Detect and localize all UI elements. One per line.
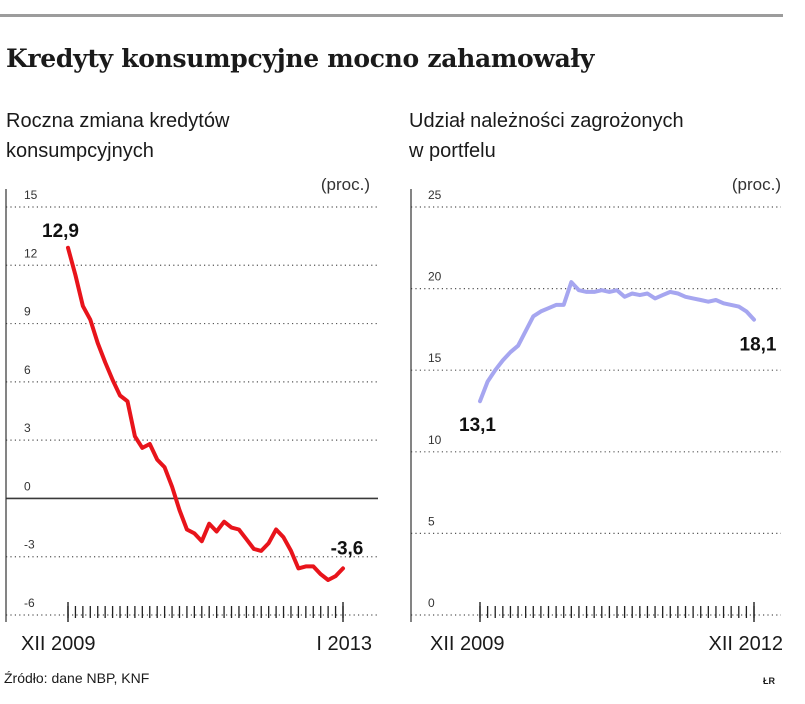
- y-tick-label: 3: [24, 421, 31, 435]
- y-tick-label: 5: [428, 514, 435, 528]
- author-credit: ŁR: [763, 676, 775, 686]
- y-tick-label: 10: [428, 433, 442, 447]
- y-tick-label: 15: [428, 351, 442, 365]
- right-chart-title-line-1: Udział należności zagrożonych: [409, 110, 684, 132]
- unit-label: (proc.): [321, 175, 370, 194]
- start-value-label: 13,1: [459, 415, 496, 436]
- x-axis-label: XII 2012: [708, 633, 783, 655]
- right-chart-title: Udział należności zagrożonych w portfelu: [409, 106, 684, 166]
- left-chart-title: Roczna zmiana kredytów konsumpcyjnych: [6, 106, 229, 166]
- x-axis-label: I 2013: [316, 633, 372, 655]
- x-axis-label: XII 2009: [21, 633, 96, 655]
- source-note: Źródło: dane NBP, KNF: [4, 670, 150, 686]
- series-line: [478, 280, 756, 404]
- y-tick-label: 0: [24, 479, 31, 493]
- top-rule: [0, 14, 783, 17]
- y-tick-label: 0: [428, 596, 435, 610]
- y-tick-label: -3: [24, 538, 35, 552]
- y-tick-label: -6: [24, 596, 35, 610]
- y-tick-label: 20: [428, 270, 442, 284]
- left-chart-title-line-2: konsumpcyjnych: [6, 140, 154, 162]
- x-axis-label: XII 2009: [430, 633, 505, 655]
- end-value-label: -3,6: [331, 538, 364, 559]
- unit-label: (proc.): [732, 175, 781, 194]
- y-tick-label: 12: [24, 246, 38, 260]
- start-value-label: 12,9: [42, 221, 79, 242]
- y-tick-label: 15: [24, 188, 38, 202]
- y-tick-label: 9: [24, 305, 31, 319]
- page-title: Kredyty konsumpcyjne mocno zahamowały: [6, 44, 595, 73]
- right-chart-title-line-2: w portfelu: [409, 140, 496, 162]
- y-tick-label: 6: [24, 363, 31, 377]
- end-value-label: 18,1: [740, 335, 777, 356]
- y-tick-label: 25: [428, 188, 442, 202]
- left-chart-title-line-1: Roczna zmiana kredytów: [6, 110, 230, 132]
- series-line: [66, 245, 345, 582]
